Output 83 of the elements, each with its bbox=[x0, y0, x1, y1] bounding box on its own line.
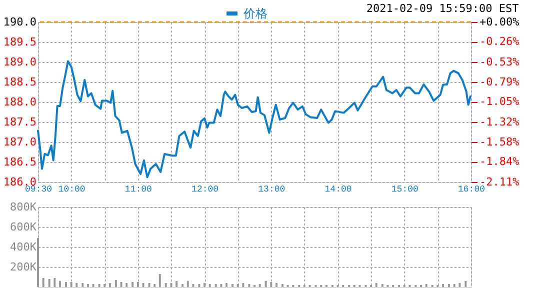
bar bbox=[220, 284, 222, 287]
x-tick-label: 12:00 bbox=[192, 184, 219, 194]
bar bbox=[76, 283, 78, 287]
y2-tick-label: -0.53% bbox=[480, 56, 520, 69]
x-tick-label: 13:00 bbox=[258, 184, 286, 194]
y2-tick-label: -1.32% bbox=[480, 116, 520, 129]
text: 2021-02-09 15:59:00 EST bbox=[366, 2, 520, 15]
bar bbox=[425, 284, 428, 287]
bar bbox=[120, 282, 122, 287]
bar bbox=[132, 282, 134, 287]
bar bbox=[236, 284, 239, 287]
y-tick-label: 400K bbox=[10, 240, 37, 254]
x-tick-label: 10:00 bbox=[58, 184, 86, 194]
bar bbox=[104, 284, 106, 287]
x-tick-label: 09:30 bbox=[24, 184, 52, 194]
y-tick-label: 200K bbox=[10, 260, 37, 274]
bar bbox=[264, 281, 267, 287]
bar bbox=[54, 278, 56, 287]
bar bbox=[70, 282, 72, 287]
bar bbox=[186, 281, 189, 287]
y2-tick-label: -0.79% bbox=[480, 75, 520, 88]
bar bbox=[37, 238, 39, 287]
bar bbox=[442, 284, 444, 287]
bar bbox=[248, 284, 250, 287]
bar bbox=[170, 283, 172, 287]
bar bbox=[204, 283, 206, 287]
bar bbox=[192, 284, 194, 287]
bar bbox=[381, 284, 384, 287]
y-tick-label: 190.0 bbox=[3, 16, 36, 28]
y-tick-label: 600K bbox=[10, 220, 37, 234]
y-tick-label: 187.5 bbox=[3, 116, 36, 128]
bar bbox=[214, 284, 217, 287]
bar bbox=[458, 283, 461, 287]
x-tick-label: 14:00 bbox=[324, 184, 352, 194]
bar bbox=[232, 284, 234, 287]
bar bbox=[64, 282, 67, 287]
x-tick-label: 11:00 bbox=[124, 184, 152, 194]
y-tick-label: 187.0 bbox=[3, 136, 36, 148]
bar bbox=[108, 283, 111, 287]
y2-tick-label: -1.84% bbox=[480, 155, 520, 168]
bar bbox=[92, 284, 94, 287]
bar bbox=[448, 284, 450, 287]
bar bbox=[98, 284, 100, 287]
y-tick-label: 189.5 bbox=[3, 36, 36, 48]
y-tick-label: 800K bbox=[10, 200, 37, 214]
bar bbox=[136, 282, 139, 287]
bar bbox=[226, 283, 228, 287]
bar bbox=[142, 283, 144, 287]
bar bbox=[114, 280, 117, 287]
y2-tick-label: +0.00% bbox=[480, 16, 520, 28]
legend-label: 价格 bbox=[242, 6, 268, 20]
bar bbox=[176, 281, 178, 287]
line-series bbox=[37, 60, 472, 178]
x-tick-label: 16:00 bbox=[458, 184, 486, 194]
bar bbox=[148, 283, 150, 287]
bar bbox=[258, 284, 261, 287]
y2-tick-label: -1.05% bbox=[480, 95, 520, 108]
bar bbox=[82, 283, 84, 287]
bar bbox=[126, 283, 128, 287]
bar bbox=[86, 284, 89, 287]
bar bbox=[154, 284, 156, 287]
y2-tick-label: -1.58% bbox=[480, 135, 520, 148]
bar bbox=[158, 274, 161, 287]
y-tick-label: 186.5 bbox=[3, 156, 36, 168]
bar bbox=[42, 278, 44, 287]
bar bbox=[270, 282, 272, 287]
bar bbox=[198, 284, 200, 287]
y-tick-label: 189.0 bbox=[3, 56, 36, 68]
bar bbox=[281, 284, 284, 287]
bar bbox=[375, 283, 378, 287]
y-tick-label: 188.5 bbox=[3, 76, 36, 88]
bar bbox=[208, 284, 211, 287]
y2-tick-label: -0.26% bbox=[480, 35, 520, 48]
x-tick-label: 15:00 bbox=[391, 184, 418, 194]
bar bbox=[275, 283, 278, 287]
bar bbox=[182, 284, 184, 287]
y-tick-label: 188.0 bbox=[3, 96, 36, 108]
bar bbox=[58, 281, 61, 287]
bar bbox=[464, 281, 467, 287]
bar bbox=[453, 284, 456, 287]
bar bbox=[242, 283, 244, 287]
bar bbox=[48, 279, 50, 287]
bar bbox=[164, 283, 167, 287]
